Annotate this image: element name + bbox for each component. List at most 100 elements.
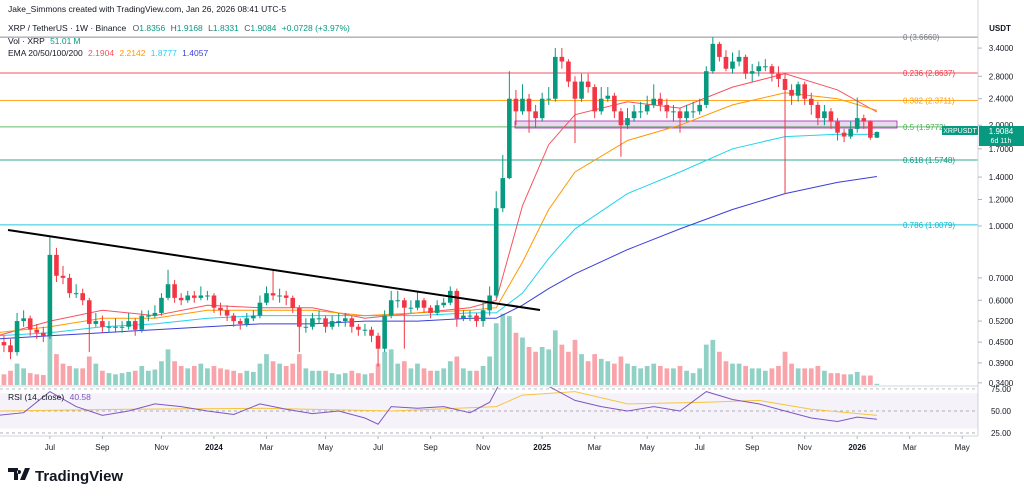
- volume-bar: [40, 375, 46, 385]
- volume-bar: [500, 313, 506, 385]
- volume-bar: [618, 356, 624, 385]
- candle-body: [763, 66, 768, 68]
- volume-bar: [100, 370, 105, 385]
- x-tick-label: Nov: [798, 443, 812, 452]
- candle-body: [244, 318, 250, 324]
- volume-bar: [277, 363, 282, 385]
- rsi-label: RSI (14, close): [8, 392, 64, 402]
- volume-bar: [211, 366, 217, 385]
- candle-body: [428, 307, 433, 313]
- candle-body: [441, 302, 447, 306]
- ohlc-value: 1.8356: [139, 23, 165, 33]
- x-tick-label: Jul: [373, 443, 383, 452]
- ohlc-label: C: [244, 23, 250, 33]
- volume-bar: [198, 363, 204, 385]
- volume-bar: [1, 374, 7, 385]
- volume-bar: [579, 354, 584, 385]
- candle-body: [388, 300, 394, 316]
- volume-bar: [395, 363, 401, 385]
- volume-bar: [631, 366, 637, 385]
- candle-body: [198, 295, 204, 298]
- volume-bar: [848, 374, 854, 385]
- candle-body: [703, 71, 709, 105]
- candle-body: [631, 111, 637, 119]
- volume-bar: [310, 370, 315, 385]
- ohlc-value: 1.8331: [213, 23, 239, 33]
- ohlc-value: 1.9084: [250, 23, 276, 33]
- y-tick-label: 0.4500: [989, 338, 1014, 347]
- volume-bar: [756, 368, 762, 385]
- candle-body: [237, 321, 243, 324]
- volume-bar: [677, 366, 683, 385]
- volume-bar: [178, 366, 184, 385]
- volume-layer: [1, 313, 880, 385]
- candle-body: [769, 66, 775, 74]
- ticker: XRPUSDT: [943, 128, 977, 135]
- volume-bar: [172, 361, 177, 385]
- candle-body: [651, 98, 657, 105]
- volume-bar: [185, 368, 191, 385]
- candle-body: [297, 307, 302, 327]
- volume-bar: [743, 366, 749, 385]
- rsi-tick-label: 75.00: [991, 385, 1012, 394]
- candle-body: [677, 111, 683, 119]
- ohlc-value: 1.9168: [177, 23, 203, 33]
- candle-body: [598, 98, 604, 112]
- volume-bar: [651, 363, 657, 385]
- candle-body: [93, 321, 99, 324]
- rsi-ma-line: [0, 391, 877, 416]
- volume-bar: [638, 368, 643, 385]
- candle-body: [329, 321, 335, 327]
- candle-body: [211, 295, 217, 308]
- ema-label: EMA 20/50/100/200: [8, 48, 83, 58]
- candle-body: [21, 318, 26, 322]
- candle-body: [526, 98, 532, 112]
- countdown: 6d 11h: [991, 138, 1012, 145]
- candle-body: [605, 95, 611, 99]
- x-tick-label: Nov: [476, 443, 490, 452]
- volume-bar: [487, 356, 493, 385]
- candle-body: [874, 132, 880, 138]
- volume-bar: [546, 349, 552, 385]
- candle-body: [572, 81, 578, 99]
- volume-bar: [776, 366, 781, 385]
- volume-bar: [250, 371, 256, 385]
- candle-body: [270, 293, 276, 296]
- candle-body: [402, 300, 407, 308]
- candle-body: [342, 318, 348, 322]
- volume-bar: [841, 374, 847, 385]
- candle-body: [408, 307, 414, 309]
- volume-bar: [585, 361, 591, 385]
- y-tick-label: 2.4000: [989, 95, 1014, 104]
- candle-body: [60, 275, 66, 278]
- volume-bar: [454, 356, 460, 385]
- y-tick-label: 2.0000: [989, 121, 1014, 130]
- volume-bar: [224, 369, 230, 385]
- ohlc-label: L: [208, 23, 213, 33]
- candle-body: [106, 326, 112, 328]
- volume-bar: [349, 370, 355, 385]
- volume-bar: [34, 374, 40, 385]
- volume-bar: [86, 356, 92, 385]
- rsi-tick-label: 25.00: [991, 429, 1012, 438]
- volume-bar: [60, 363, 66, 385]
- volume-bar: [388, 349, 394, 385]
- volume-bar: [598, 358, 604, 385]
- candle-body: [520, 98, 525, 112]
- candle-body: [618, 111, 624, 126]
- volume-bar: [717, 351, 722, 385]
- ema-value: 2.2142: [119, 48, 145, 58]
- candle-body: [854, 118, 860, 129]
- ticker-box: [942, 126, 978, 135]
- volume-bar: [54, 354, 59, 385]
- candle-body: [205, 295, 210, 297]
- candle-body: [100, 321, 105, 327]
- volume-bar: [126, 371, 132, 385]
- candle-body: [507, 98, 512, 179]
- candle-body: [375, 335, 381, 349]
- volume-bar: [329, 373, 335, 385]
- candle-body: [730, 61, 735, 69]
- candle-body: [434, 305, 440, 313]
- candle-body: [139, 315, 145, 330]
- candle-body: [802, 84, 808, 99]
